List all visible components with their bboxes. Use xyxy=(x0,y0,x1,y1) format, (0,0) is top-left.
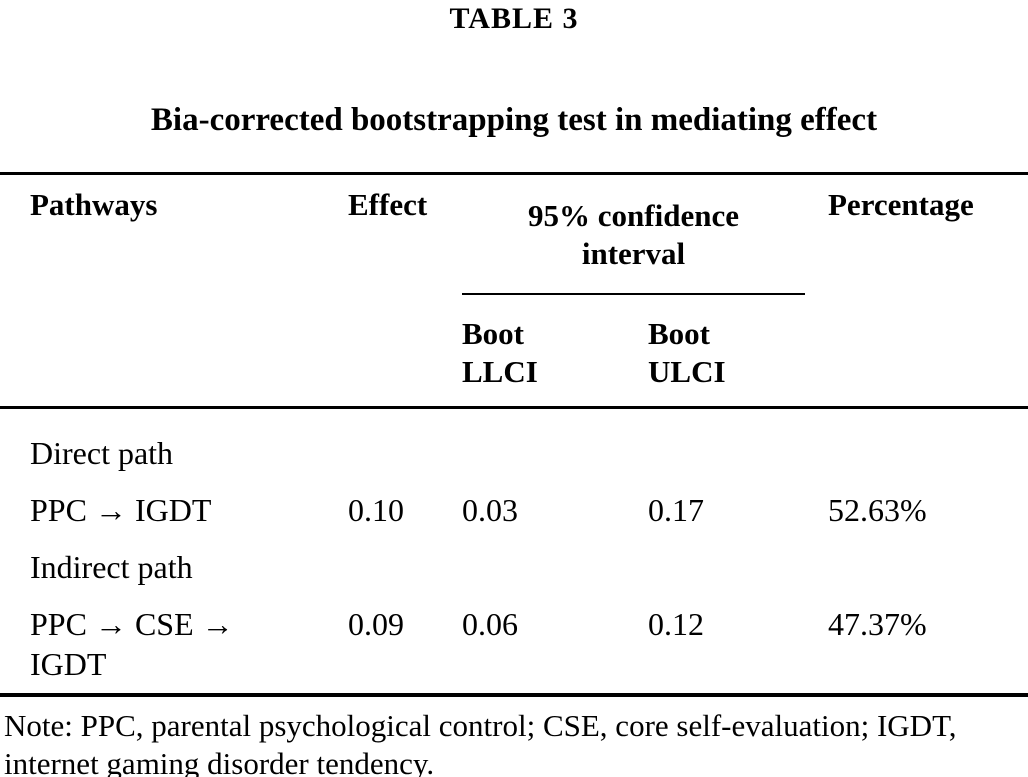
boot-ulci-cell: 0.17 xyxy=(648,492,704,528)
effect-cell: 0.10 xyxy=(348,492,404,528)
percentage-cell xyxy=(828,408,1028,482)
boot-ulci-cell xyxy=(648,538,828,595)
header-row-main: Pathways Effect 95% confidence interval … xyxy=(0,174,1028,295)
boot-llci-cell: 0.03 xyxy=(462,492,518,528)
boot-ulci-cell xyxy=(648,408,828,482)
header-spacer-pathways xyxy=(0,295,348,409)
pathway-cell: PPC → CSE → IGDT xyxy=(0,595,348,695)
table-body: Direct path PPC → IGDT 0.10 0.03 0.17 52… xyxy=(0,408,1028,696)
boot-llci-cell xyxy=(462,538,648,595)
pathway-cell: PPC → IGDT xyxy=(0,481,348,538)
column-header-confidence-interval: 95% confidence interval xyxy=(462,174,828,295)
effect-cell xyxy=(348,408,462,482)
table-row-indirect-path-section: Indirect path xyxy=(0,538,1028,595)
percentage-cell: 47.37% xyxy=(828,606,927,642)
table-title: Bia-corrected bootstrapping test in medi… xyxy=(150,102,878,138)
pathway-cell: Indirect path xyxy=(0,538,348,595)
percentage-cell: 52.63% xyxy=(828,492,927,528)
boot-llci-label: Boot LLCI xyxy=(462,316,538,389)
header-spacer-percentage xyxy=(828,295,1028,409)
percentage-cell xyxy=(828,538,1028,595)
table-row-ppc-cse-igdt: PPC → CSE → IGDT 0.09 0.06 0.12 47.37% xyxy=(0,595,1028,695)
column-header-pathways: Pathways xyxy=(30,187,158,222)
column-header-boot-llci: Boot LLCI xyxy=(462,295,648,409)
column-header-boot-ulci: Boot ULCI xyxy=(648,295,828,409)
pathway-cell: Direct path xyxy=(0,408,348,482)
table-note: Note: PPC, parental psychological contro… xyxy=(4,708,957,777)
confidence-interval-label: 95% confidence interval xyxy=(528,198,739,271)
boot-llci-cell xyxy=(462,408,648,482)
table-row-direct-path-section: Direct path xyxy=(0,408,1028,482)
pathway-label: PPC → IGDT xyxy=(30,492,212,528)
boot-ulci-label: Boot ULCI xyxy=(648,316,726,389)
boot-ulci-cell: 0.12 xyxy=(648,606,704,642)
pathway-label: PPC → CSE → IGDT xyxy=(30,606,234,682)
column-header-percentage: Percentage xyxy=(828,187,974,222)
table-row-ppc-igdt: PPC → IGDT 0.10 0.03 0.17 52.63% xyxy=(0,481,1028,538)
boot-llci-cell: 0.06 xyxy=(462,606,518,642)
pathway-label: Indirect path xyxy=(30,549,193,585)
effect-cell: 0.09 xyxy=(348,606,404,642)
confidence-interval-rule: 95% confidence interval xyxy=(462,186,805,295)
table-header: Pathways Effect 95% confidence interval … xyxy=(0,174,1028,409)
pathway-label: Direct path xyxy=(30,435,174,471)
column-header-effect: Effect xyxy=(348,187,428,222)
header-row-sub: Boot LLCI Boot ULCI xyxy=(0,295,1028,409)
table-label: TABLE 3 xyxy=(449,2,579,35)
mediation-effect-table: Pathways Effect 95% confidence interval … xyxy=(0,172,1028,697)
header-spacer-effect xyxy=(348,295,462,409)
effect-cell xyxy=(348,538,462,595)
